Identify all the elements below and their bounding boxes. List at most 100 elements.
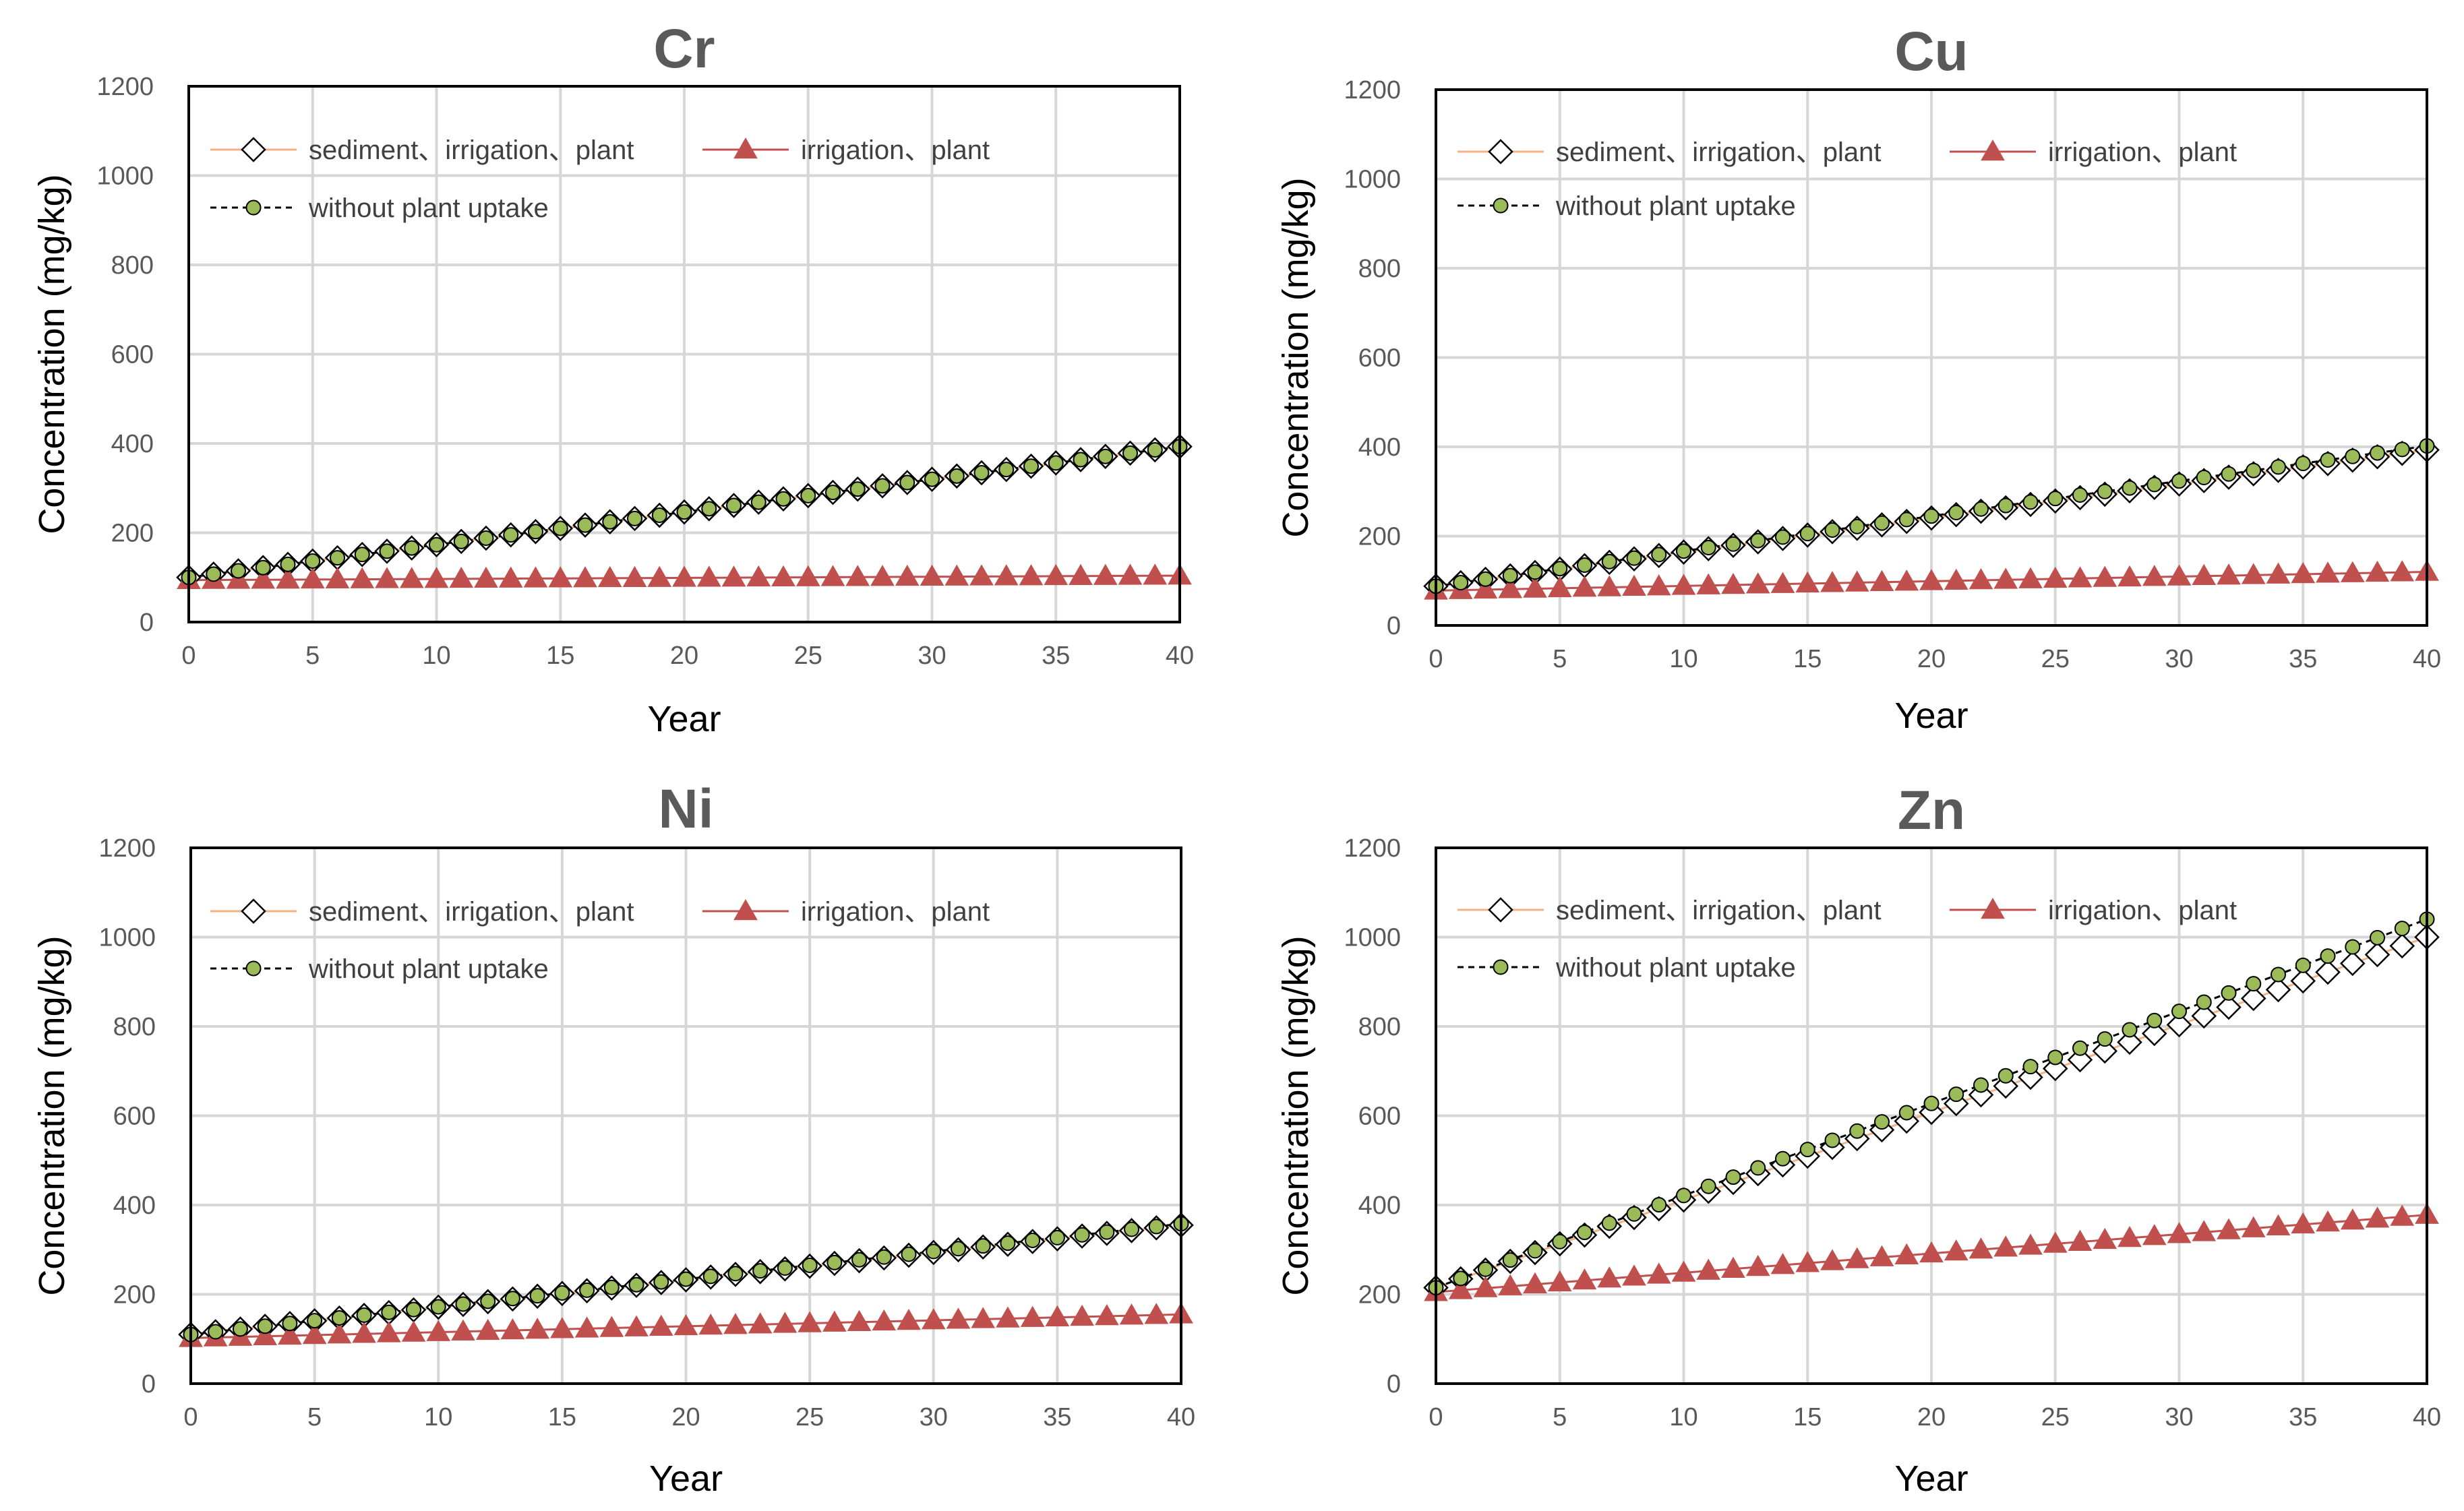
point-triangle — [1498, 1274, 1523, 1295]
point-circle — [2394, 921, 2410, 937]
point-triangle — [1646, 1262, 1671, 1284]
y-tick-label: 600 — [1358, 344, 1401, 373]
point-circle — [1849, 1123, 1865, 1139]
point-triangle — [1770, 1253, 1795, 1274]
point-circle — [552, 520, 568, 536]
point-circle — [1148, 1219, 1164, 1235]
point-circle — [2047, 491, 2064, 507]
point-circle — [206, 566, 222, 582]
point-triangle — [449, 566, 474, 588]
point-circle — [1651, 1197, 1667, 1213]
point-circle — [727, 1266, 744, 1282]
point-triangle — [723, 1313, 748, 1334]
y-tick-label: 1200 — [96, 73, 154, 101]
x-tick-label: 15 — [546, 642, 574, 670]
x-tick-label: 25 — [2041, 645, 2070, 673]
point-circle — [2196, 994, 2212, 1010]
x-tick-label: 35 — [1042, 642, 1070, 670]
point-triangle — [253, 1324, 278, 1346]
y-tick-label: 800 — [111, 251, 154, 280]
point-triangle — [897, 1308, 921, 1330]
point-triangle — [574, 1316, 599, 1338]
x-tick-label: 20 — [1917, 645, 1946, 673]
point-circle — [949, 468, 965, 484]
point-circle — [1453, 1270, 1469, 1287]
point-triangle — [401, 1320, 426, 1342]
point-circle — [1725, 536, 1741, 552]
point-circle — [1824, 1132, 1840, 1148]
point-circle — [1073, 452, 1089, 468]
point-triangle — [2018, 567, 2043, 588]
point-triangle — [1869, 569, 1894, 592]
x-tick-label: 20 — [671, 1403, 700, 1431]
point-circle — [429, 536, 444, 553]
point-circle — [2122, 480, 2138, 496]
point-triangle — [1523, 1272, 1547, 1293]
y-tick-label: 200 — [1358, 523, 1401, 551]
point-triangle — [573, 566, 597, 588]
point-triangle — [1646, 574, 1671, 596]
point-circle — [827, 1254, 843, 1270]
point-triangle — [798, 1311, 822, 1332]
point-triangle — [1597, 1266, 1622, 1288]
x-tick-label: 10 — [1669, 1403, 1697, 1431]
point-circle — [777, 1260, 793, 1276]
point-circle — [2146, 476, 2163, 493]
point-circle — [305, 553, 321, 569]
x-tick-label: 0 — [1429, 645, 1443, 673]
point-circle — [255, 559, 271, 576]
point-circle — [825, 485, 841, 501]
point-triangle — [895, 564, 920, 586]
point-triangle — [451, 1319, 475, 1341]
point-circle — [2097, 1031, 2113, 1047]
point-triangle — [1498, 577, 1523, 598]
point-triangle — [1745, 1254, 1770, 1276]
point-triangle — [647, 565, 672, 587]
point-triangle — [1894, 1243, 1919, 1264]
x-tick-label: 10 — [1669, 645, 1697, 673]
chart-title: Cu — [1894, 21, 1968, 82]
point-triangle — [2093, 1227, 2117, 1250]
point-circle — [1973, 1077, 1989, 1093]
point-triangle — [1944, 1239, 1969, 1261]
point-circle — [1601, 553, 1617, 569]
point-triangle — [1093, 563, 1118, 585]
point-triangle — [352, 1322, 376, 1343]
point-diamond — [2240, 985, 2266, 1012]
point-circle — [627, 510, 642, 526]
point-triangle — [746, 565, 771, 587]
point-circle — [926, 1243, 942, 1260]
point-circle — [504, 1291, 520, 1307]
point-circle — [2022, 494, 2039, 510]
point-circle — [2345, 448, 2361, 464]
point-circle — [1048, 455, 1064, 471]
x-tick-label: 5 — [307, 1403, 322, 1431]
x-tick-label: 15 — [548, 1403, 576, 1431]
x-axis-label: Year — [647, 699, 721, 739]
x-tick-label: 20 — [1917, 1403, 1946, 1431]
point-triangle — [1844, 570, 1869, 592]
point-diamond — [2265, 977, 2291, 1003]
point-triangle — [2043, 1231, 2068, 1253]
point-circle — [554, 1285, 570, 1301]
point-circle — [2370, 445, 2385, 461]
point-circle — [2221, 985, 2237, 1001]
point-triangle — [2340, 561, 2365, 582]
point-circle — [307, 1313, 323, 1329]
point-triangle — [748, 1312, 773, 1334]
point-triangle — [2068, 566, 2093, 588]
point-diamond — [2166, 1012, 2192, 1038]
point-triangle — [822, 1310, 847, 1332]
point-diamond — [2092, 1038, 2118, 1064]
legend-label-circle: without plant uptake — [308, 954, 549, 984]
point-triangle — [1696, 573, 1721, 594]
point-circle — [1997, 497, 2014, 514]
x-tick-label: 35 — [1043, 1403, 1071, 1431]
point-triangle — [327, 1322, 352, 1344]
plot-frame — [1435, 88, 2428, 627]
point-triangle — [1044, 563, 1069, 586]
point-triangle — [1572, 576, 1597, 597]
point-triangle — [1070, 1304, 1094, 1326]
point-triangle — [820, 565, 845, 586]
